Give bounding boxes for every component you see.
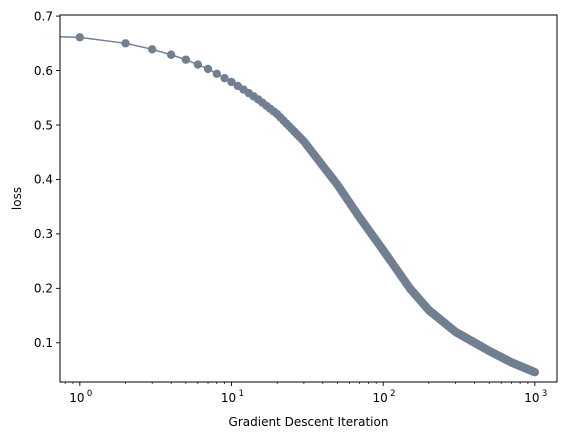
loss-point xyxy=(148,45,157,54)
loss-point xyxy=(530,368,540,377)
x-tick-label: 10 xyxy=(221,391,236,405)
y-tick-label: 0.5 xyxy=(34,118,53,132)
loss-point xyxy=(227,77,236,87)
loss-point xyxy=(212,69,221,79)
x-axis-label: Gradient Descent Iteration xyxy=(229,415,389,429)
loss-point xyxy=(75,33,85,42)
loss-series-line xyxy=(59,36,536,373)
x-tick-exponent: 2 xyxy=(390,389,395,399)
x-tick-label: 10 xyxy=(373,391,388,405)
x-tick-exponent: 3 xyxy=(542,389,547,399)
loss-point xyxy=(166,50,176,59)
x-axis-ticks: 10 0 10 1 10 2 10 3 xyxy=(64,382,547,405)
loss-point xyxy=(220,73,229,83)
y-tick-label: 0.6 xyxy=(34,64,53,78)
y-tick-label: 0.3 xyxy=(34,227,53,241)
y-axis-label: loss xyxy=(10,187,24,210)
y-tick-label: 0.4 xyxy=(34,173,53,187)
x-tick-label: 10 xyxy=(524,391,539,405)
y-tick-label: 0.7 xyxy=(34,9,53,23)
plot-content xyxy=(59,33,540,377)
y-tick-label: 0.1 xyxy=(34,336,53,350)
axes-frame xyxy=(59,14,558,383)
loss-point xyxy=(193,60,203,69)
x-tick-label: 10 xyxy=(69,391,84,405)
loss-point xyxy=(121,39,130,48)
y-axis-ticks: 0.1 0.2 0.3 0.4 0.5 0.6 0.7 xyxy=(34,9,60,350)
loss-point xyxy=(181,55,191,64)
loss-point xyxy=(203,64,213,74)
x-tick-exponent: 0 xyxy=(87,389,92,399)
y-tick-label: 0.2 xyxy=(34,282,53,296)
x-tick-exponent: 1 xyxy=(239,389,244,399)
